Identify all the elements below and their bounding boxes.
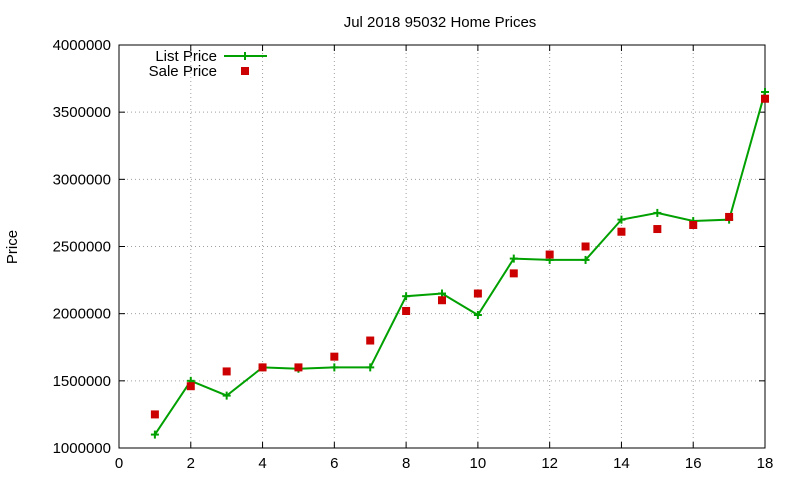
list-price-point <box>761 88 769 97</box>
list-price-point <box>617 215 626 224</box>
axes: 0 2 4 6 8 10 12 14 16 18 1000000 1500000 2000000 2500… <box>53 37 774 472</box>
legend-label-list-price: List Price <box>155 48 217 65</box>
list-price-point <box>402 292 411 301</box>
y-tick-label: 1500000 <box>53 373 111 390</box>
x-tick-label: 16 <box>685 455 702 472</box>
sale-price-point <box>509 269 518 278</box>
y-tick-label: 2000000 <box>53 306 111 323</box>
list-price-point <box>222 391 231 400</box>
y-tick-label: 4000000 <box>53 37 111 54</box>
sale-price-point <box>761 94 769 103</box>
y-tick-label: 1000000 <box>53 440 111 457</box>
list-price-point <box>330 363 339 372</box>
plot-frame <box>118 44 766 449</box>
x-tick-label: 4 <box>258 455 266 472</box>
list-price-point <box>150 430 159 439</box>
sale-price-point <box>581 242 590 251</box>
sale-price-point <box>222 367 231 376</box>
chart-title: Jul 2018 95032 Home Prices <box>344 14 537 31</box>
x-tick-label: 14 <box>613 455 630 472</box>
x-tick-label: 12 <box>541 455 558 472</box>
sale-price-point <box>438 296 446 305</box>
x-tick-label: 18 <box>757 455 774 472</box>
x-tick-label: 8 <box>402 455 410 472</box>
grid-lines <box>119 45 765 448</box>
sale-price-point <box>150 410 159 419</box>
sale-price-point <box>330 352 339 361</box>
x-tick-label: 2 <box>187 455 195 472</box>
sale-price-point <box>617 227 626 236</box>
x-tick-label: 6 <box>330 455 338 472</box>
sale-price-point <box>473 289 482 298</box>
sale-price-point <box>689 221 698 230</box>
sale-price-point <box>545 250 554 259</box>
list-price-point <box>473 311 482 320</box>
sale-price-point <box>402 306 411 315</box>
x-tick-label: 10 <box>470 455 487 472</box>
list-price-point <box>653 208 662 217</box>
y-tick-label: 3000000 <box>53 171 111 188</box>
sale-price-point <box>294 363 303 372</box>
sale-price-point <box>725 212 734 221</box>
list-price-point <box>581 255 590 264</box>
sale-price-point <box>186 382 195 391</box>
y-tick-label: 3500000 <box>53 104 111 121</box>
y-tick-label: 2500000 <box>53 239 111 256</box>
sale-price-point <box>366 336 375 345</box>
list-price-point <box>509 254 518 263</box>
x-tick-label: 0 <box>115 455 123 472</box>
list-price-point <box>438 289 446 298</box>
legend-swatch-sale-price <box>241 67 249 75</box>
list-price-line <box>154 91 766 436</box>
list-price-point <box>366 363 375 372</box>
legend-label-sale-price: Sale Price <box>149 63 217 80</box>
sale-price-point <box>653 225 662 234</box>
sale-price-point <box>258 363 267 372</box>
y-axis-label: Price <box>4 230 21 264</box>
plot-series <box>150 88 769 439</box>
